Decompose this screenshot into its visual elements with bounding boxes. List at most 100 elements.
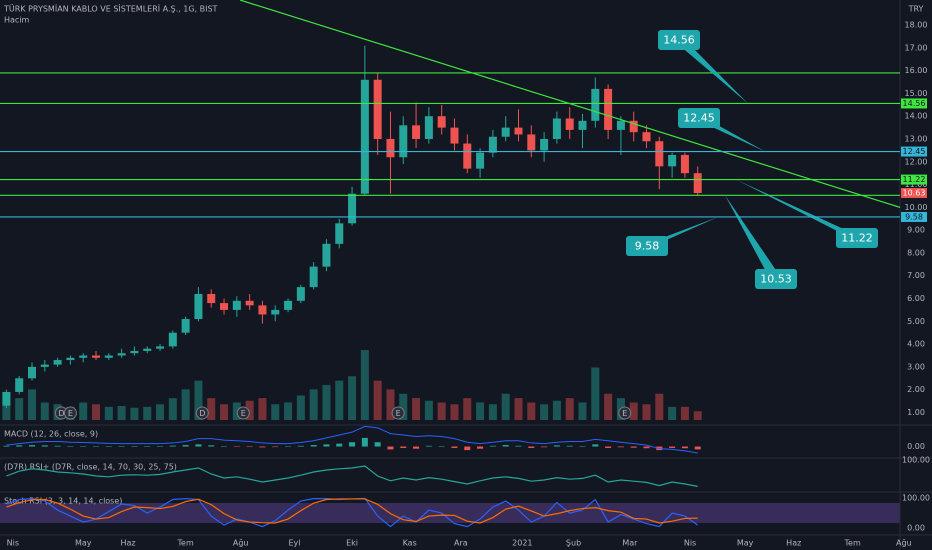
currency: TRY (908, 5, 924, 14)
macd-bar (169, 445, 176, 447)
symbol-title: TÜRK PRYSMİAN KABLO VE SİSTEMLERİ A.Ş., … (3, 4, 218, 14)
event-label: E (622, 409, 627, 418)
candle-body (335, 223, 344, 244)
indicator-line (6, 465, 698, 487)
y-tick-label: 13.00 (905, 135, 928, 144)
volume-bar (591, 367, 600, 420)
y-tick-label: 15.00 (905, 89, 928, 98)
y-tick-label: 10.00 (905, 203, 928, 212)
volume-bar (15, 398, 24, 420)
macd-bar (413, 446, 420, 449)
macd-bar (425, 445, 432, 447)
volume-bar (28, 389, 37, 420)
pane-title: Stoch RSI (3, 3, 14, 14, close) (4, 497, 122, 506)
macd-bar (579, 446, 586, 447)
macd-bar (336, 443, 343, 447)
macd-bar (16, 445, 23, 447)
macd-bar (323, 444, 330, 447)
y-tick-label: 4.00 (907, 340, 925, 349)
indicator-line (6, 498, 698, 524)
macd-bar (195, 444, 202, 447)
macd-bar (515, 445, 522, 447)
x-tick-label: Haz (120, 539, 135, 548)
volume-bar (604, 393, 613, 420)
level-axis-label: 9.58 (905, 212, 923, 221)
macd-bar (566, 445, 573, 447)
candle-body (373, 79, 382, 140)
event-marker (195, 406, 209, 420)
y-tick-label: 17.00 (905, 43, 928, 52)
x-tick-label: Nis (684, 539, 696, 548)
candle-body (604, 88, 613, 130)
candle-body (15, 378, 24, 392)
macd-bar (285, 446, 292, 448)
macd-bar (541, 446, 548, 448)
volume-bar (335, 380, 344, 420)
macd-bar (246, 446, 253, 448)
callout-box (836, 228, 878, 248)
pane-title: MACD (12, 26, close, 9) (4, 430, 98, 439)
macd-bar (349, 442, 356, 447)
macd-bar (105, 446, 112, 448)
candle-body (271, 309, 280, 315)
volume-bar (348, 376, 357, 420)
candle-body (540, 139, 549, 151)
event-marker (236, 406, 250, 420)
x-tick-label: Ara (454, 539, 468, 548)
pane-title: (D7R) RSI+ (D7R, close, 14, 70, 30, 25, … (4, 463, 177, 472)
volume-bar (655, 393, 664, 420)
y-tick-label: 100.00 (902, 494, 930, 503)
volume-bar (437, 402, 446, 420)
callout-box (678, 108, 720, 128)
y-tick-label: 8.00 (907, 248, 925, 257)
macd-bar (489, 445, 496, 447)
volume-bar (578, 402, 587, 420)
candle-body (66, 357, 75, 361)
candle-body (514, 127, 523, 135)
macd-bar (502, 445, 509, 447)
volume-bar (693, 411, 702, 420)
volume-bar (552, 400, 561, 420)
macd-bar (208, 445, 215, 447)
candle-body (591, 88, 600, 121)
volume-bar (501, 393, 510, 420)
macd-bar (528, 446, 535, 448)
x-tick-label: Şub (566, 539, 581, 548)
candle-body (655, 141, 664, 167)
macd-bar (157, 446, 164, 447)
macd-bar (272, 446, 279, 448)
y-tick-label: 100.00 (902, 456, 930, 465)
macd-bar (259, 446, 266, 448)
volume-bar (488, 404, 497, 420)
candle-body (104, 355, 113, 358)
x-tick-label: Tem (177, 539, 194, 548)
volume-bar (386, 389, 395, 420)
volume-bar (360, 350, 369, 420)
candle-body (2, 391, 11, 406)
callout-label: 10.53 (760, 273, 792, 286)
macd-bar (361, 437, 368, 447)
macd-bar (144, 446, 151, 447)
volume-bar (245, 400, 254, 420)
macd-bar (310, 445, 317, 447)
y-tick-label: 2.00 (907, 385, 925, 394)
x-tick-label: May (75, 539, 92, 548)
volume-bar (373, 380, 382, 420)
volume-bar (258, 398, 267, 420)
macd-bar (605, 446, 612, 448)
candle-body (40, 364, 49, 367)
macd-bar (233, 446, 240, 448)
macd-bar (630, 446, 637, 448)
volume-bar (207, 398, 216, 420)
y-tick-label: 3.00 (907, 362, 925, 371)
volume-bar (527, 402, 536, 420)
candle-body (284, 300, 293, 310)
candle-body (156, 346, 165, 349)
macd-bar (3, 445, 10, 447)
event-marker (63, 406, 77, 420)
volume-bar (514, 398, 523, 420)
candle-body (463, 143, 472, 169)
volume-bar (424, 400, 433, 420)
volume-bar (680, 406, 689, 420)
